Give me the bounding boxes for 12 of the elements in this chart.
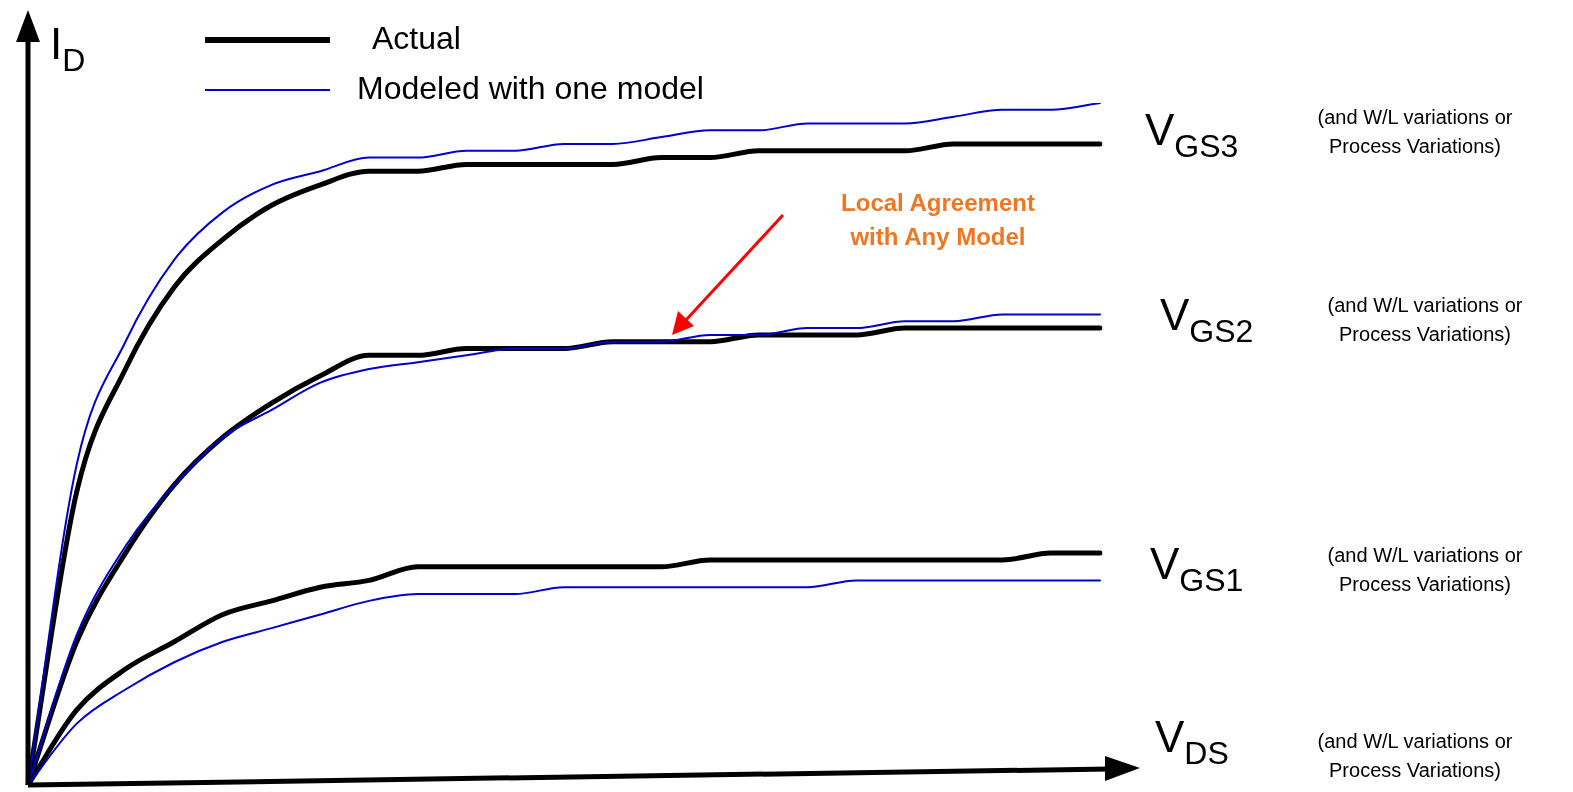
text: (and W/L variations or Process Variations) bbox=[1316, 729, 1514, 783]
legend-label: Actual bbox=[372, 20, 461, 57]
text: V$_{GS2}$ bbox=[1160, 290, 1254, 349]
y-axis-title: I$_{D}$ bbox=[50, 19, 86, 78]
text: (and W/L variations or Process Variations) bbox=[1326, 543, 1524, 597]
text: (and W/L variations or Process Variations) bbox=[1316, 105, 1514, 159]
x-axis-title: V$_{DS}$ bbox=[1155, 712, 1229, 771]
annotation: Local Agreement with Any Model bbox=[840, 188, 1036, 252]
text: (and W/L variations or Process Variations) bbox=[1326, 293, 1524, 347]
legend-label: Modeled with one model bbox=[357, 70, 704, 107]
text: V$_{GS1}$ bbox=[1150, 539, 1244, 598]
text: V$_{GS3}$ bbox=[1145, 105, 1239, 164]
